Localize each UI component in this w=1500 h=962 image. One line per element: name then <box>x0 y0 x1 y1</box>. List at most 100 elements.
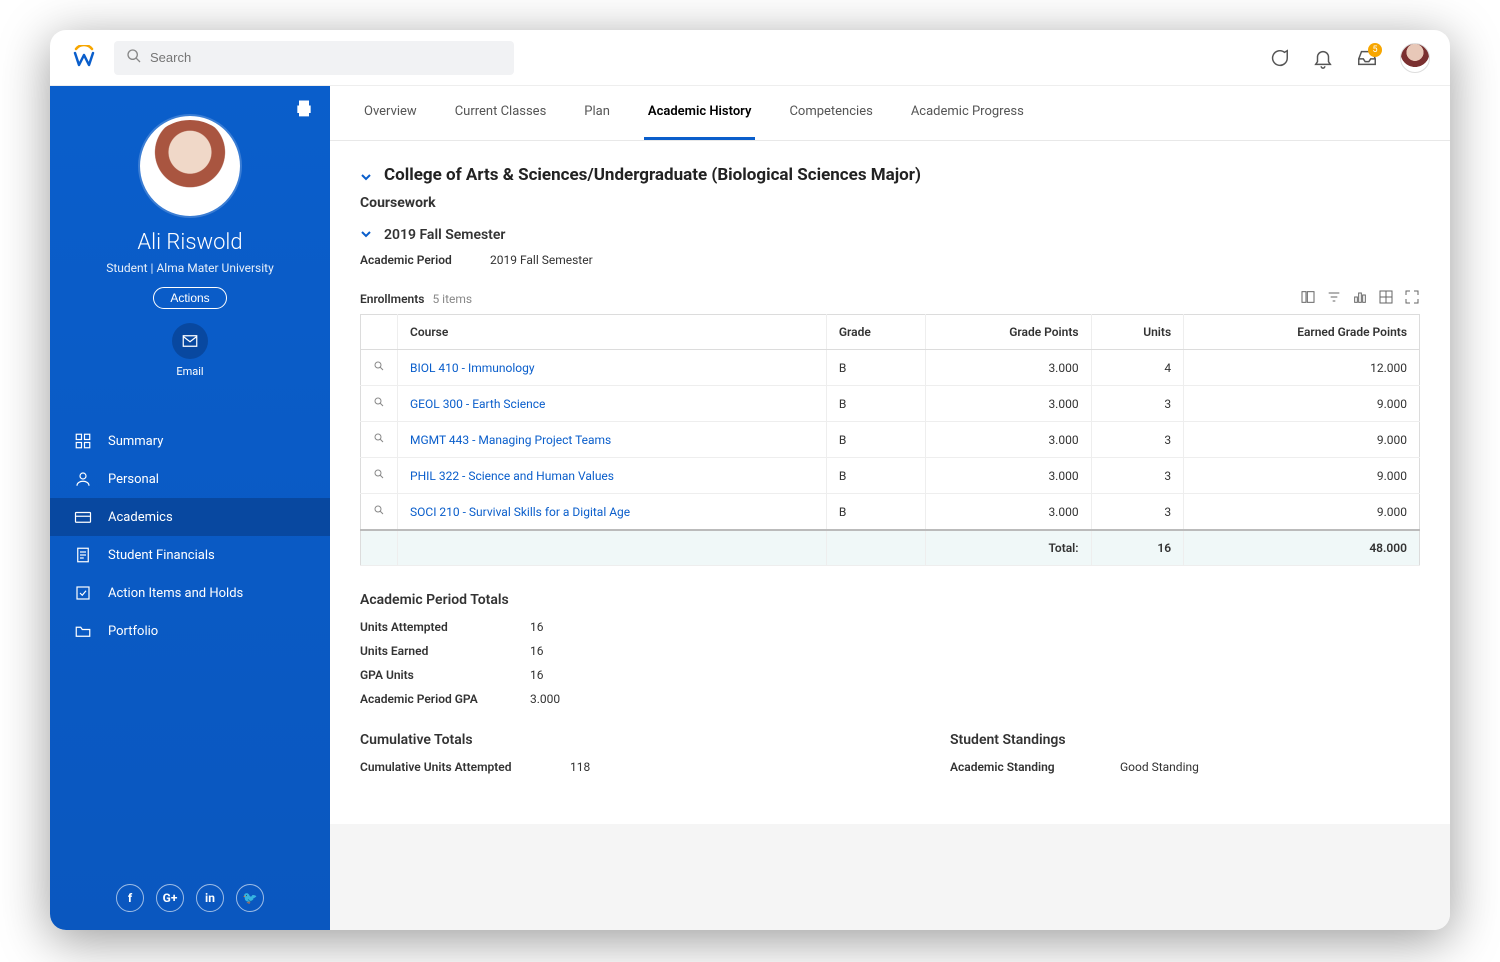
tab-academic-history[interactable]: Academic History <box>644 86 756 140</box>
standings-heading: Student Standings <box>950 732 1420 748</box>
profile-name: Ali Riswold <box>137 230 242 255</box>
table-row: MGMT 443 - Managing Project TeamsB3.0003… <box>361 422 1420 458</box>
table-row: GEOL 300 - Earth ScienceB3.00039.000 <box>361 386 1420 422</box>
magnifier-icon[interactable] <box>361 458 398 494</box>
col-units[interactable]: Units <box>1091 315 1184 350</box>
kv-value: 118 <box>570 760 590 774</box>
sidebar-item-personal[interactable]: Personal <box>50 460 330 498</box>
main: Overview Current Classes Plan Academic H… <box>330 86 1450 930</box>
inbox-icon[interactable]: 5 <box>1356 47 1378 69</box>
search-input[interactable] <box>150 50 502 65</box>
earned-cell: 9.000 <box>1184 494 1420 531</box>
profile-avatar[interactable] <box>140 116 240 216</box>
col-course[interactable]: Course <box>398 315 827 350</box>
table-row: SOCI 210 - Survival Skills for a Digital… <box>361 494 1420 531</box>
magnifier-icon[interactable] <box>361 350 398 386</box>
grade-cell: B <box>826 494 926 531</box>
semester-heading: 2019 Fall Semester <box>384 227 505 243</box>
chevron-down-icon[interactable] <box>360 168 374 182</box>
topbar-icons: 5 <box>1268 43 1430 73</box>
twitter-icon[interactable]: 🐦 <box>236 884 264 912</box>
kv-row: Academic Period GPA3.000 <box>360 692 1420 706</box>
social-row: f G+ in 🐦 <box>50 866 330 930</box>
inbox-badge: 5 <box>1368 43 1382 57</box>
units-cell: 3 <box>1091 494 1184 531</box>
units-cell: 3 <box>1091 422 1184 458</box>
grade-cell: B <box>826 386 926 422</box>
earned-cell: 12.000 <box>1184 350 1420 386</box>
chevron-down-icon[interactable] <box>360 228 374 242</box>
workday-logo[interactable] <box>70 44 98 72</box>
table-tools <box>1300 289 1420 308</box>
earned-cell: 9.000 <box>1184 458 1420 494</box>
cumulative-heading: Cumulative Totals <box>360 732 830 748</box>
kv-row: Units Earned16 <box>360 644 1420 658</box>
search-box[interactable] <box>114 41 514 75</box>
columns-icon[interactable] <box>1300 289 1316 308</box>
kv-value: 16 <box>530 644 544 658</box>
sidebar-item-actions-holds[interactable]: Action Items and Holds <box>50 574 330 612</box>
search-icon <box>126 48 142 68</box>
sidebar-nav: Summary Personal Academics Student Finan… <box>50 422 330 650</box>
filter-icon[interactable] <box>1326 289 1342 308</box>
col-grade[interactable]: Grade <box>826 315 926 350</box>
grade-points-cell: 3.000 <box>926 386 1091 422</box>
col-earned[interactable]: Earned Grade Points <box>1184 315 1420 350</box>
grade-cell: B <box>826 350 926 386</box>
col-grade-points[interactable]: Grade Points <box>926 315 1091 350</box>
kv-row: GPA Units16 <box>360 668 1420 682</box>
total-label: Total: <box>926 530 1091 566</box>
magnifier-icon[interactable] <box>361 386 398 422</box>
bell-icon[interactable] <box>1312 47 1334 69</box>
app-frame: 5 Ali Riswold Student | Alma Mater Unive… <box>50 30 1450 930</box>
total-row: Total: 16 48.000 <box>361 530 1420 566</box>
grid-icon[interactable] <box>1378 289 1394 308</box>
enrollments-label: Enrollments <box>360 292 424 306</box>
total-units: 16 <box>1091 530 1184 566</box>
googleplus-icon[interactable]: G+ <box>156 884 184 912</box>
course-link[interactable]: GEOL 300 - Earth Science <box>410 397 545 411</box>
course-link[interactable]: PHIL 322 - Science and Human Values <box>410 469 614 483</box>
kv-value: 16 <box>530 620 544 634</box>
tabs: Overview Current Classes Plan Academic H… <box>330 86 1450 141</box>
user-avatar[interactable] <box>1400 43 1430 73</box>
tab-overview[interactable]: Overview <box>360 86 421 140</box>
sidebar-item-portfolio[interactable]: Portfolio <box>50 612 330 650</box>
tab-academic-progress[interactable]: Academic Progress <box>907 86 1028 140</box>
course-link[interactable]: MGMT 443 - Managing Project Teams <box>410 433 611 447</box>
chart-icon[interactable] <box>1352 289 1368 308</box>
profile-block: Ali Riswold Student | Alma Mater Univers… <box>50 86 330 398</box>
program-heading: College of Arts & Sciences/Undergraduate… <box>384 165 921 185</box>
actions-button[interactable]: Actions <box>153 287 226 309</box>
course-link[interactable]: SOCI 210 - Survival Skills for a Digital… <box>410 505 630 519</box>
tab-plan[interactable]: Plan <box>580 86 614 140</box>
magnifier-icon[interactable] <box>361 494 398 531</box>
sidebar-item-financials[interactable]: Student Financials <box>50 536 330 574</box>
grade-cell: B <box>826 458 926 494</box>
fullscreen-icon[interactable] <box>1404 289 1420 308</box>
magnifier-icon[interactable] <box>361 422 398 458</box>
kv-key: Units Attempted <box>360 620 510 634</box>
units-cell: 3 <box>1091 386 1184 422</box>
enrollments-count: 5 items <box>432 292 472 306</box>
sidebar-item-label: Portfolio <box>108 624 158 639</box>
sidebar-item-academics[interactable]: Academics <box>50 498 330 536</box>
coursework-heading: Coursework <box>360 195 1420 211</box>
sidebar-item-summary[interactable]: Summary <box>50 422 330 460</box>
checklist-icon <box>74 584 92 602</box>
units-cell: 4 <box>1091 350 1184 386</box>
kv-key: Academic Period GPA <box>360 692 510 706</box>
print-icon[interactable] <box>294 98 314 118</box>
facebook-icon[interactable]: f <box>116 884 144 912</box>
course-link[interactable]: BIOL 410 - Immunology <box>410 361 535 375</box>
linkedin-icon[interactable]: in <box>196 884 224 912</box>
tab-current-classes[interactable]: Current Classes <box>451 86 551 140</box>
academic-period-value: 2019 Fall Semester <box>490 253 593 267</box>
kv-key: Cumulative Units Attempted <box>360 760 550 774</box>
grade-points-cell: 3.000 <box>926 350 1091 386</box>
chat-icon[interactable] <box>1268 47 1290 69</box>
tab-competencies[interactable]: Competencies <box>785 86 876 140</box>
folder-icon <box>74 622 92 640</box>
grade-points-cell: 3.000 <box>926 458 1091 494</box>
email-button[interactable] <box>172 323 208 359</box>
